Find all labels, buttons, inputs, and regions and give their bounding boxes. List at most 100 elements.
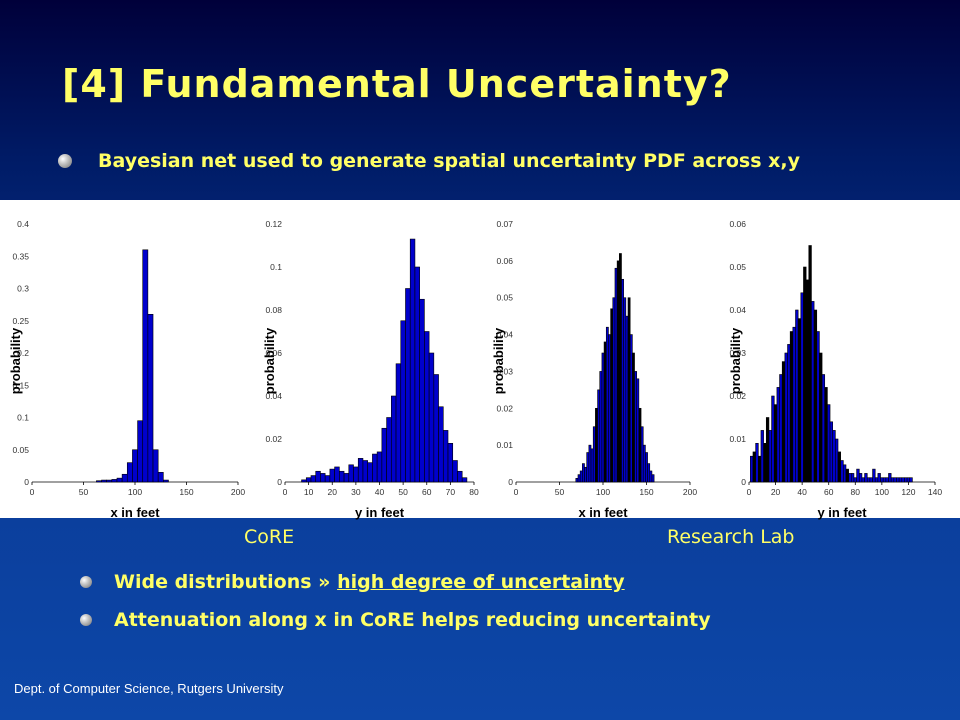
histogram-bar — [789, 331, 794, 483]
histogram-bar — [816, 331, 820, 483]
histogram-bar — [147, 314, 154, 483]
histogram-bar — [784, 352, 788, 483]
x-tick-label: 150 — [639, 487, 653, 497]
x-tick-label: 100 — [875, 487, 889, 497]
histogram-bar — [901, 477, 905, 483]
histogram-bar — [386, 417, 392, 483]
histogram-bar — [301, 479, 307, 483]
histogram-bar — [442, 430, 449, 483]
histogram-bar — [621, 278, 624, 483]
histogram-bar — [848, 473, 852, 483]
footer-text: Dept. of Computer Science, Rutgers Unive… — [14, 681, 284, 696]
histogram-bar — [874, 477, 879, 483]
y-tick-label: 0.04 — [265, 391, 282, 401]
y-tick-label: 0.4 — [17, 219, 29, 229]
y-tick-label: 0.03 — [496, 366, 513, 376]
x-tick-label: 80 — [851, 487, 861, 497]
histogram-bar — [768, 430, 772, 483]
histogram-bar — [142, 249, 149, 483]
histogram-bar — [595, 407, 598, 483]
x-tick-label: 50 — [398, 487, 408, 497]
x-tick-label: 100 — [596, 487, 610, 497]
histogram-2: 0 0.02 0.04 0.06 0.08 0.1 0.12 0 10 20 30 40 50 60 70 8… — [262, 219, 479, 520]
histogram-bar — [850, 473, 855, 483]
histogram-bar — [904, 477, 908, 483]
histogram-bar — [771, 395, 775, 483]
label-core: CoRE — [244, 526, 295, 548]
y-tick-label: 0 — [277, 477, 282, 487]
x-axis-label: x in feet — [578, 505, 628, 520]
y-tick-label: 0.1 — [17, 413, 29, 423]
x-axis-label: y in feet — [355, 505, 405, 520]
histogram-bar — [755, 443, 759, 483]
histogram-bar — [310, 475, 317, 483]
histogram-bar — [157, 472, 164, 483]
histogram-bar — [840, 460, 844, 483]
histogram-bar — [638, 407, 642, 483]
histogram-bar — [582, 463, 585, 483]
histogram-bar — [348, 464, 354, 483]
histogram-bar — [760, 430, 764, 483]
histogram-bar — [391, 395, 397, 483]
histogram-bar — [885, 477, 889, 483]
y-tick-label: 0.12 — [265, 219, 282, 229]
histogram-bar — [858, 473, 863, 483]
histogram-bar — [111, 479, 118, 483]
histogram-bar — [605, 326, 609, 483]
histogram-bar — [106, 479, 113, 483]
histogram-4: 0 0.01 0.02 0.03 0.04 0.05 0.06 0 20 40 60 80 100 120… — [728, 219, 942, 520]
x-tick-label: 200 — [231, 487, 245, 497]
y-tick-label: 0.02 — [496, 403, 513, 413]
slide-title: [4] Fundamental Uncertainty? — [62, 62, 732, 106]
histogram-bar — [592, 426, 596, 483]
main-bullet-text: Bayesian net used to generate spatial un… — [98, 150, 801, 172]
histogram-bar — [909, 477, 913, 483]
histogram-bar — [400, 320, 406, 483]
y-tick-label: 0.04 — [496, 330, 513, 340]
histogram-bar — [132, 449, 138, 483]
x-tick-label: 40 — [375, 487, 385, 497]
x-tick-label: 10 — [304, 487, 314, 497]
histogram-bar — [869, 477, 873, 483]
histogram-bar — [779, 374, 783, 483]
histogram-bar — [608, 334, 611, 483]
y-tick-label: 0.05 — [12, 445, 29, 455]
y-tick-label: 0.05 — [496, 293, 513, 303]
y-tick-label: 0.1 — [270, 262, 282, 272]
histogram-bar — [623, 297, 627, 483]
histogram-bar — [829, 421, 833, 483]
histogram-bar — [781, 361, 786, 483]
bullet-ball-icon — [80, 614, 92, 626]
histogram-bar — [752, 451, 756, 483]
y-tick-label: 0 — [508, 477, 513, 487]
histogram-bar — [96, 480, 102, 483]
histogram-bar — [457, 470, 463, 483]
histogram-bar — [101, 479, 107, 483]
histogram-bar — [765, 417, 770, 483]
bullet-ball-icon — [58, 154, 72, 168]
x-tick-label: 40 — [797, 487, 807, 497]
histogram-bar — [612, 297, 616, 483]
y-axis-label: probability — [8, 327, 23, 394]
histogram-bar — [601, 352, 605, 483]
histogram-bar — [586, 452, 590, 483]
histogram-bar — [627, 297, 631, 483]
y-tick-label: 0.35 — [12, 251, 29, 261]
histogram-bar — [357, 458, 364, 483]
x-tick-label: 120 — [901, 487, 915, 497]
histogram-bar — [414, 266, 420, 483]
y-tick-label: 0 — [741, 477, 746, 487]
histogram-bar — [575, 478, 579, 483]
histogram-3: 0 0.01 0.02 0.03 0.04 0.05 0.06 0.07 0 50 100 150 20… — [491, 219, 697, 520]
y-tick-label: 0.06 — [496, 256, 513, 266]
histogram-bar — [152, 449, 159, 483]
histogram-bar — [819, 352, 823, 483]
histogram-bar — [447, 443, 454, 483]
y-tick-label: 0.04 — [729, 305, 746, 315]
histogram-bar — [805, 279, 810, 483]
histogram-bar — [888, 473, 892, 483]
histogram-bar — [800, 292, 804, 483]
histogram-1: 0 0.05 0.1 0.15 0.2 0.25 0.3 0.35 0.4 0 50 100 150 20… — [8, 219, 245, 520]
histogram-bar — [856, 468, 860, 483]
histogram-bar — [896, 477, 900, 483]
